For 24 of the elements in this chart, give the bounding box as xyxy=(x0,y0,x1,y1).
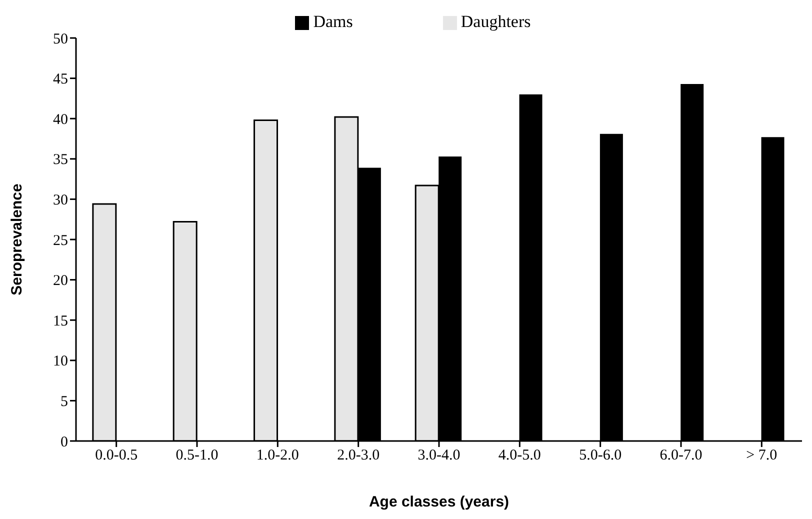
y-tick-label: 25 xyxy=(53,232,68,249)
y-tick-label: 10 xyxy=(53,354,68,370)
x-tick-label: 5.0-6.0 xyxy=(579,448,622,464)
x-axis-title: Age classes (years) xyxy=(368,494,510,511)
y-tick-label: 35 xyxy=(53,152,68,168)
y-tick-label: 0 xyxy=(60,434,68,450)
y-tick-label: 15 xyxy=(53,313,68,330)
y-tick-label: 40 xyxy=(53,112,68,128)
y-tick-label: 20 xyxy=(53,273,68,290)
x-tick-label: 4.0-5.0 xyxy=(498,448,541,464)
legend-label: Dams xyxy=(313,12,353,31)
y-tick-label: 45 xyxy=(53,72,68,88)
x-tick-label: 6.0-7.0 xyxy=(660,448,702,464)
y-tick-label: 30 xyxy=(53,192,68,209)
x-tick-label: 3.0-4.0 xyxy=(418,448,460,464)
y-tick-label: 50 xyxy=(53,31,68,48)
x-tick-label: 1.0-2.0 xyxy=(256,448,299,464)
y-axis-title: Seroprevalence xyxy=(8,184,26,296)
legend-label: Daughters xyxy=(460,12,531,31)
x-tick-label: 2.0-3.0 xyxy=(337,448,380,464)
x-tick-label: 0.5-1.0 xyxy=(176,448,218,464)
y-tick-label: 5 xyxy=(60,394,68,410)
x-tick-label: > 7.0 xyxy=(746,448,778,464)
x-tick-label: 0.0-0.5 xyxy=(95,448,138,464)
